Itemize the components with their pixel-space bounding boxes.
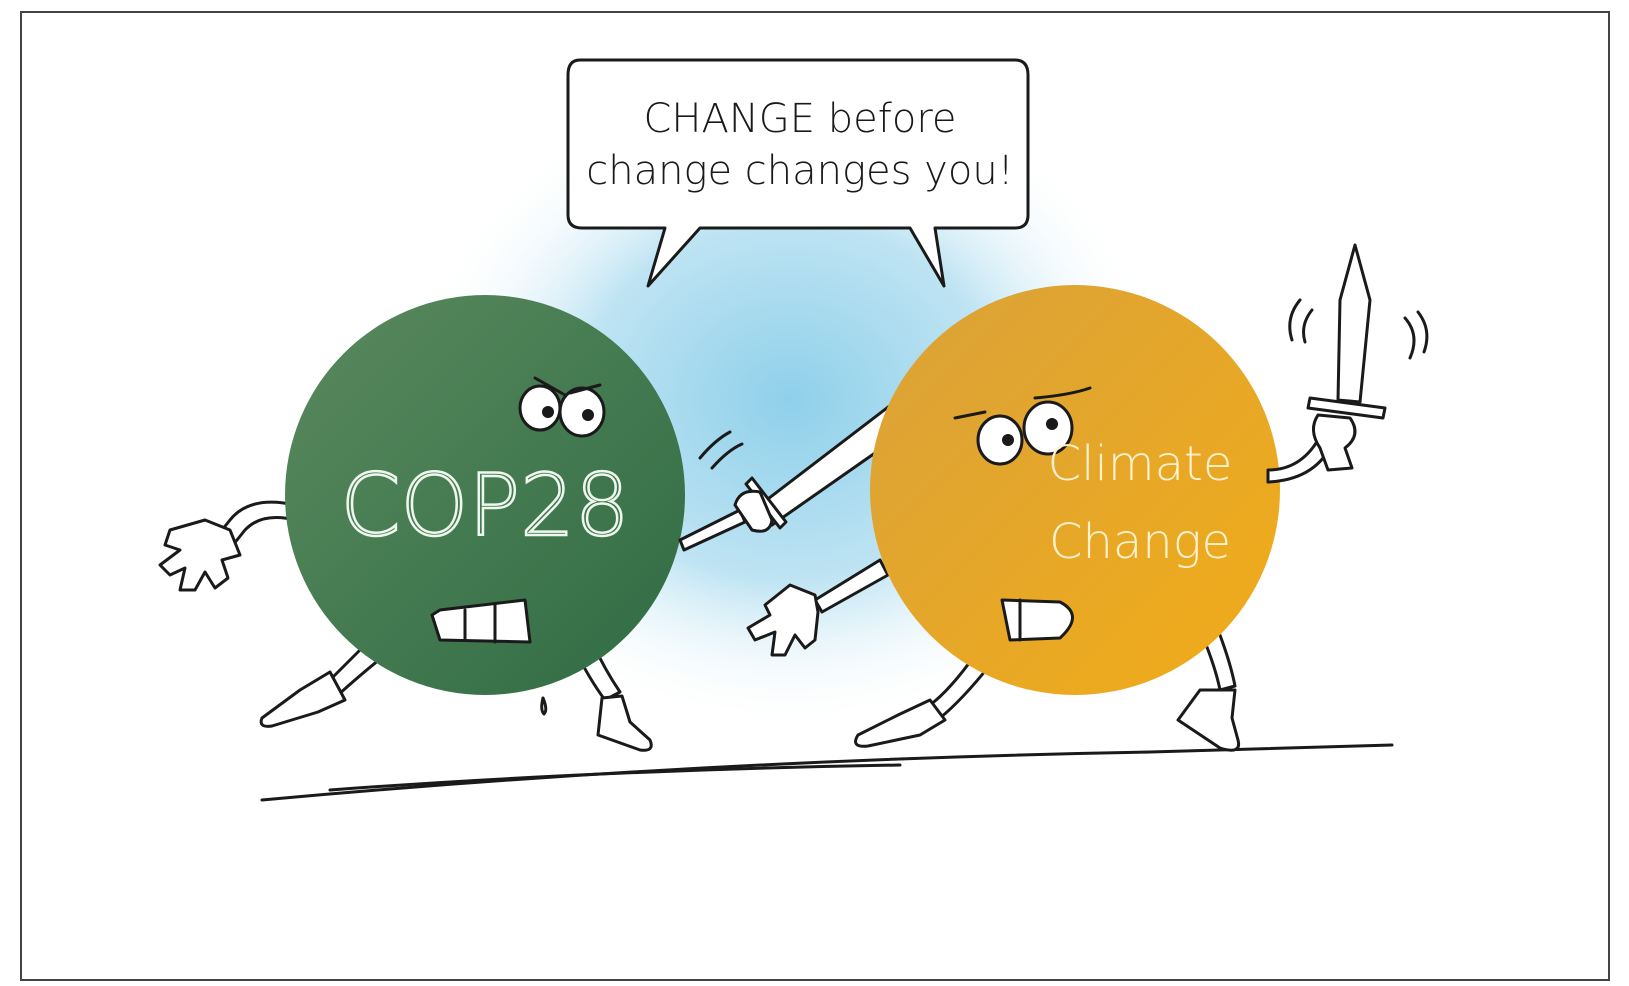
- character-label: Change: [1049, 514, 1231, 570]
- pupil: [1002, 434, 1014, 446]
- eye: [520, 386, 560, 430]
- page: CHANGE before change changes you! COP28 …: [0, 0, 1629, 986]
- character-label: COP28: [340, 456, 629, 556]
- pupil: [582, 409, 594, 421]
- mouth: [1002, 600, 1073, 640]
- speech-text: change changes you!: [586, 148, 1013, 194]
- character-label: Climate: [1048, 436, 1233, 492]
- pupil: [542, 406, 554, 418]
- illustration: CHANGE before change changes you! COP28 …: [0, 0, 1629, 986]
- eye: [978, 416, 1022, 464]
- pupil: [1046, 418, 1058, 430]
- eye: [560, 388, 604, 436]
- speech-text: CHANGE before: [643, 96, 956, 142]
